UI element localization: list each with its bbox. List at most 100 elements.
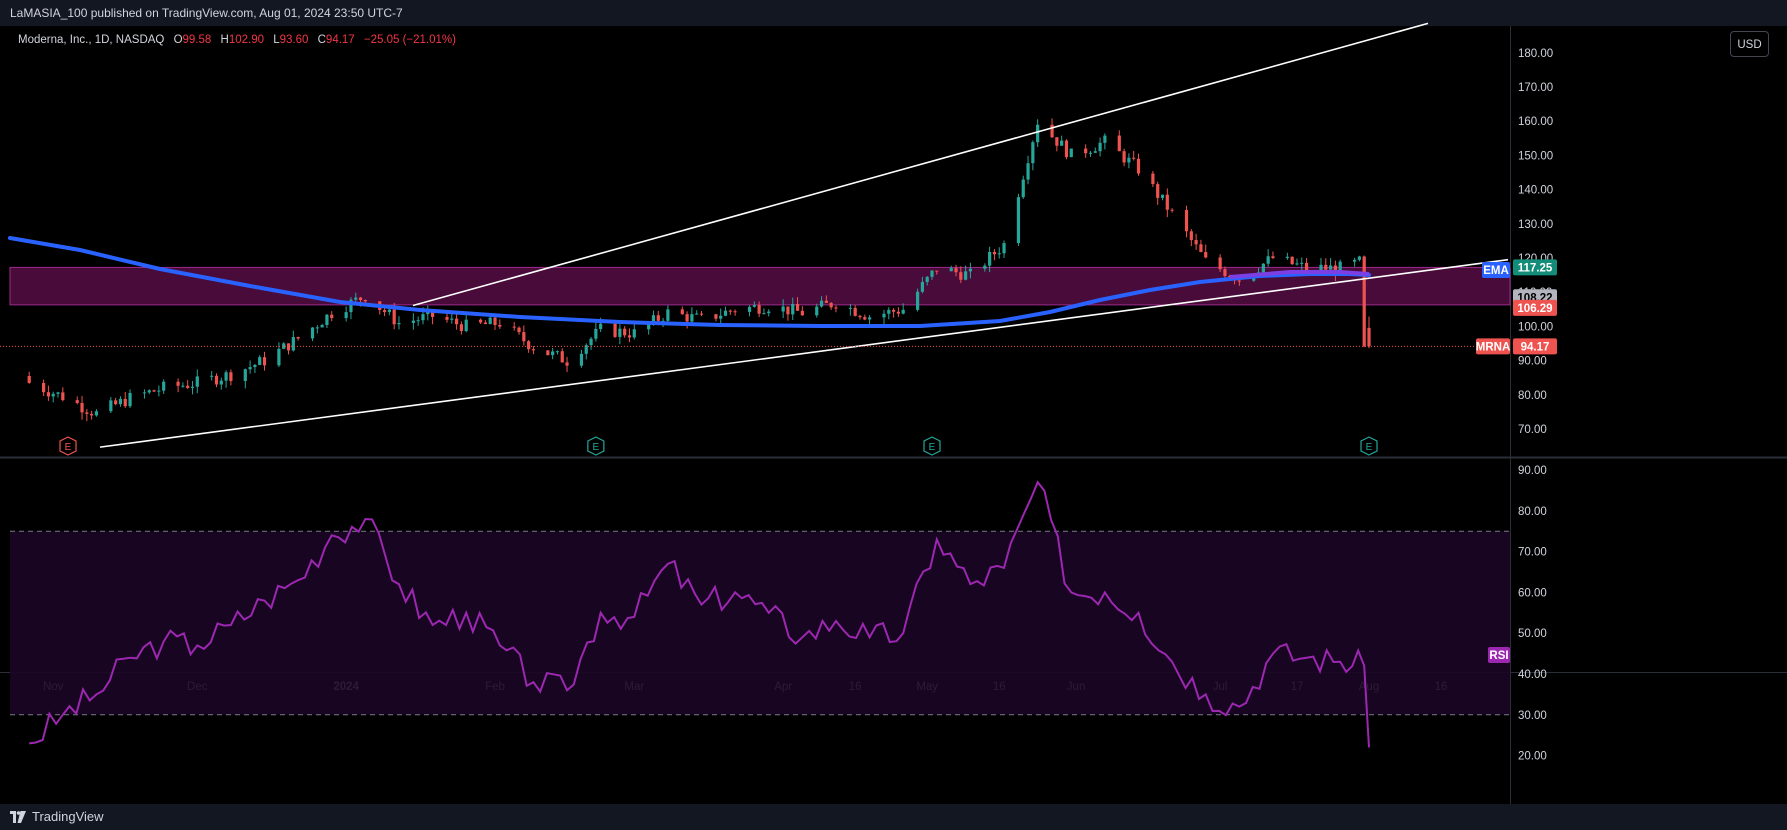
candle-body xyxy=(1295,263,1299,265)
candle-body xyxy=(1304,262,1309,271)
candle-body xyxy=(1218,257,1222,270)
price-tick-label: 180.00 xyxy=(1518,48,1553,60)
tradingview-logo[interactable]: TradingView xyxy=(10,804,104,830)
last-candle-body xyxy=(1367,327,1371,347)
candle-body xyxy=(1352,259,1357,262)
candle-body xyxy=(90,413,94,416)
candle-body xyxy=(964,271,968,280)
currency-button[interactable]: USD xyxy=(1730,31,1769,57)
tag-rsi-label-bg xyxy=(1488,647,1510,663)
candle-body xyxy=(258,357,262,365)
high-value: 102.90 xyxy=(228,34,265,46)
candle-body xyxy=(1117,135,1121,152)
candle-body xyxy=(1055,137,1059,146)
candle-body xyxy=(109,400,113,412)
candle-body xyxy=(190,386,195,388)
candle-body xyxy=(147,390,151,393)
candle-body xyxy=(253,364,257,368)
candle-body xyxy=(800,310,804,316)
candle-body xyxy=(613,323,617,337)
tag-zone-bottom: 106.29 xyxy=(1517,303,1552,315)
candle-body xyxy=(248,367,252,370)
candle-body xyxy=(819,300,824,307)
earnings-letter: E xyxy=(593,442,600,453)
candle-body xyxy=(1031,142,1035,164)
candle-body xyxy=(1021,179,1025,198)
price-tick-label: 80.00 xyxy=(1518,390,1547,402)
candle-body xyxy=(1199,244,1203,253)
brand-name: TradingView xyxy=(32,809,104,824)
candle-body xyxy=(320,325,324,328)
earnings-letter: E xyxy=(929,442,936,453)
candle-body xyxy=(162,381,166,391)
candle-body xyxy=(1271,256,1275,258)
candle-body xyxy=(181,385,185,387)
candle-body xyxy=(152,390,156,392)
candle-body xyxy=(723,310,728,316)
candle-body xyxy=(968,268,973,272)
candle-body xyxy=(988,251,992,266)
candle-body xyxy=(882,313,886,318)
candle-body xyxy=(1319,264,1323,271)
change-value: −25.05 (−21.01%) xyxy=(363,34,456,46)
candle-body xyxy=(623,328,627,336)
candle-body xyxy=(1103,135,1107,143)
candle-body xyxy=(488,317,492,325)
candle-body xyxy=(1132,157,1136,159)
candle-body xyxy=(1189,231,1193,241)
candle-body xyxy=(459,324,463,332)
candle-body xyxy=(325,314,329,326)
candle-body xyxy=(382,310,387,313)
candle-body xyxy=(1290,256,1294,265)
candle-body xyxy=(291,337,295,351)
price-tick-label: 100.00 xyxy=(1518,321,1553,333)
candle-body xyxy=(397,322,401,325)
candle-body xyxy=(815,306,819,316)
candle-body xyxy=(75,400,79,404)
candle-body xyxy=(714,314,718,319)
candle-body xyxy=(983,265,987,269)
candle-body xyxy=(589,338,593,346)
open-value: 99.58 xyxy=(182,34,212,46)
candle-body xyxy=(997,253,1001,255)
candle-body xyxy=(1362,256,1366,347)
candle-body xyxy=(1170,209,1174,211)
candle-body xyxy=(1165,194,1169,210)
tag-rsi-label: RSI xyxy=(1489,650,1508,662)
candle-body xyxy=(690,314,694,322)
candle-body xyxy=(464,319,468,332)
candle-body xyxy=(479,319,483,323)
candle-body xyxy=(498,324,502,327)
price-tick-label: 90.00 xyxy=(1518,356,1547,368)
tradingview-logo-icon xyxy=(10,811,26,823)
candle-body xyxy=(930,270,934,277)
candle-body xyxy=(656,315,660,321)
candle-body xyxy=(517,327,521,333)
candle-body xyxy=(42,382,46,393)
price-tick-label: 70.00 xyxy=(1518,424,1547,436)
candle-body xyxy=(421,314,425,321)
close-label: C xyxy=(317,34,326,46)
candle-body xyxy=(719,315,723,319)
candle-body xyxy=(224,372,228,381)
candle-body xyxy=(565,362,569,366)
tag-ema-label: EMA xyxy=(1483,265,1509,277)
symbol-legend: Moderna, Inc., 1D, NASDAQ O99.58 H102.90… xyxy=(18,34,456,46)
candle-body xyxy=(1122,151,1126,163)
candle-body xyxy=(728,310,732,312)
candle-body xyxy=(1098,142,1102,152)
candle-body xyxy=(430,310,435,317)
price-tick-label: 130.00 xyxy=(1518,219,1553,231)
candle-body xyxy=(579,353,584,366)
candle-body xyxy=(992,251,997,255)
rsi-band xyxy=(10,531,1510,715)
candle-body xyxy=(195,376,199,387)
candle-body xyxy=(647,323,651,330)
candle-body xyxy=(128,392,132,407)
rsi-line xyxy=(29,480,1370,748)
earnings-letter: E xyxy=(65,442,72,453)
candle-body xyxy=(1237,280,1241,282)
symbol-description: Moderna, Inc., 1D, NASDAQ xyxy=(18,34,165,46)
candle-body xyxy=(142,392,147,394)
